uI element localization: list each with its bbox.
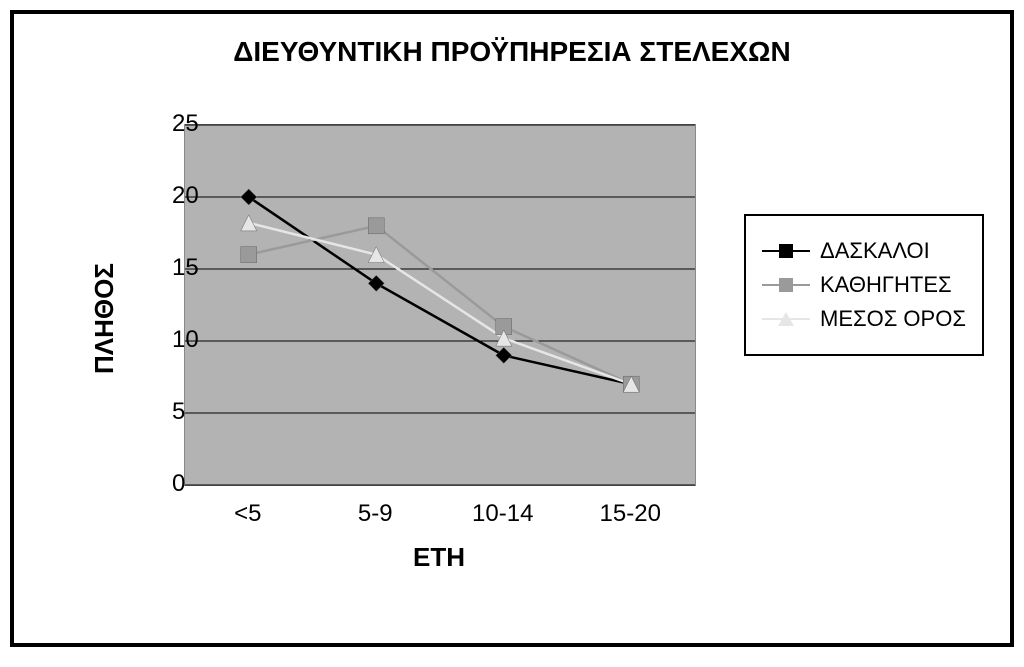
chart-title: ΔΙΕΥΘΥΝΤΙΚΗ ΠΡΟΫΠΗΡΕΣΙΑ ΣΤΕΛΕΧΩΝ xyxy=(14,36,1010,68)
series-line xyxy=(249,223,632,384)
legend-label: ΜΕΣΟΣ ΟΡΟΣ xyxy=(820,306,966,332)
x-axis-label: ΕΤΗ xyxy=(184,542,694,573)
x-tick-label: 15-20 xyxy=(600,500,661,528)
plot-frame xyxy=(184,124,696,486)
data-marker xyxy=(241,247,257,263)
diamond-icon xyxy=(779,244,793,258)
series-line xyxy=(249,226,632,384)
legend-swatch xyxy=(762,284,810,287)
square-icon xyxy=(779,278,793,292)
plot-svg xyxy=(185,125,695,485)
legend: ΔΑΣΚΑΛΟΙ ΚΑΘΗΓΗΤΕΣ ΜΕΣΟΣ ΟΡΟΣ xyxy=(744,214,984,356)
data-marker xyxy=(368,275,384,291)
chart-container: ΔΙΕΥΘΥΝΤΙΚΗ ΠΡΟΫΠΗΡΕΣΙΑ ΣΤΕΛΕΧΩΝ 0510152… xyxy=(10,10,1014,647)
legend-item: ΜΕΣΟΣ ΟΡΟΣ xyxy=(762,306,966,332)
legend-swatch xyxy=(762,250,810,253)
x-tick-label: 5-9 xyxy=(358,500,393,528)
data-marker xyxy=(241,189,257,205)
data-marker xyxy=(241,215,257,231)
data-marker xyxy=(368,247,384,263)
legend-label: ΔΑΣΚΑΛΟΙ xyxy=(820,238,930,264)
x-tick-label: <5 xyxy=(234,500,261,528)
legend-item: ΔΑΣΚΑΛΟΙ xyxy=(762,238,966,264)
data-marker xyxy=(496,347,512,363)
plot-area xyxy=(185,125,695,485)
legend-label: ΚΑΘΗΓΗΤΕΣ xyxy=(820,272,952,298)
series-line xyxy=(249,197,632,384)
y-axis-label: ΠΛΗΘΟΣ xyxy=(89,263,120,374)
triangle-icon xyxy=(778,312,794,326)
legend-swatch xyxy=(762,318,810,321)
data-marker xyxy=(368,218,384,234)
x-tick-label: 10-14 xyxy=(472,500,533,528)
legend-item: ΚΑΘΗΓΗΤΕΣ xyxy=(762,272,966,298)
